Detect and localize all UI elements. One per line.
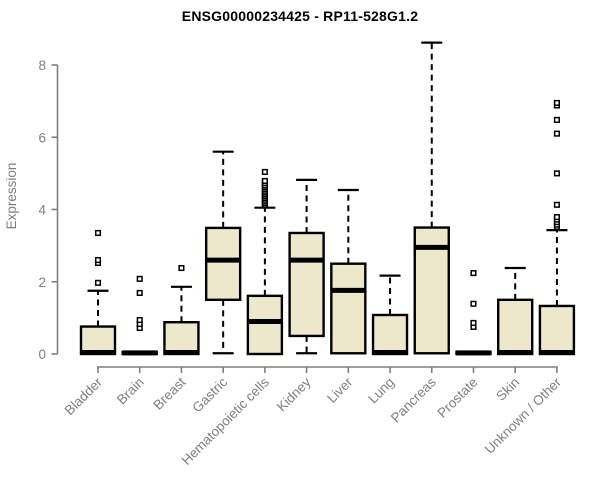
box-rect: [288, 231, 325, 338]
outlier-point: [553, 170, 560, 177]
outlier-point: [553, 99, 560, 106]
outlier-point: [178, 264, 185, 272]
x-tick-label-liver: Liver: [324, 374, 356, 406]
x-tick-label-breast: Breast: [150, 374, 188, 412]
boxplot-skin: [497, 266, 534, 356]
boxplot-prostate: [455, 270, 492, 356]
boxplot-liver: [330, 188, 367, 355]
box-rect: [371, 313, 409, 356]
outlier-point: [136, 289, 143, 296]
outlier-point: [553, 201, 560, 208]
boxplot-hematopoietic-cells: [246, 168, 284, 356]
x-tick-label-pancreas: Pancreas: [388, 374, 439, 425]
x-tick-label-bladder: Bladder: [62, 374, 106, 418]
box-rect: [538, 304, 576, 356]
y-axis-title: Expression: [4, 163, 19, 230]
x-tick-label-skin: Skin: [493, 375, 522, 404]
boxplot-lung: [371, 274, 409, 356]
chart-title: ENSG00000234425 - RP11-528G1.2: [181, 8, 419, 24]
boxplot-bladder: [79, 229, 117, 356]
x-tick-label-unknown-other: Unknown / Other: [482, 374, 565, 457]
boxplot-breast: [163, 264, 200, 356]
box-rect: [330, 262, 367, 355]
x-tick-label-gastric: Gastric: [189, 374, 230, 415]
outlier-point: [94, 279, 102, 286]
box-rect: [246, 294, 284, 356]
y-tick-label: 8: [38, 58, 46, 73]
outlier-point: [553, 214, 560, 221]
outlier-point: [94, 257, 102, 264]
outlier-point: [470, 270, 477, 277]
box-rect: [204, 226, 242, 302]
outlier-point: [553, 116, 560, 123]
x-tick-label-brain: Brain: [114, 375, 147, 408]
x-tick-label-kidney: Kidney: [274, 374, 314, 414]
y-tick-label: 2: [38, 275, 46, 290]
y-tick-label: 6: [38, 130, 46, 145]
box-rect: [79, 325, 117, 356]
boxplot-gastric: [204, 150, 242, 355]
y-tick-label: 0: [38, 347, 46, 362]
outlier-point: [553, 130, 560, 137]
outlier-point: [470, 319, 477, 326]
y-tick-label: 4: [38, 203, 46, 218]
outlier-point: [470, 300, 477, 307]
boxplot-pancreas: [413, 41, 450, 355]
boxplot-brain: [121, 275, 158, 356]
boxplot-kidney: [288, 178, 325, 355]
outlier-point: [261, 177, 268, 185]
x-tick-label-lung: Lung: [365, 375, 397, 407]
x-tick-label-prostate: Prostate: [434, 375, 480, 421]
box-rect: [497, 298, 534, 356]
outlier-point: [94, 229, 102, 237]
outlier-point: [136, 275, 143, 282]
outlier-point: [136, 316, 143, 324]
box-rect: [163, 321, 200, 356]
outlier-point: [261, 168, 268, 175]
boxplot-unknown-other: [538, 99, 576, 356]
